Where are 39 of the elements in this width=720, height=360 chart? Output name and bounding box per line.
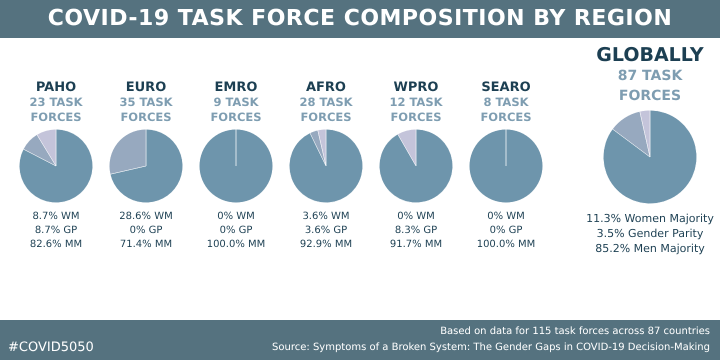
chart-title: GLOBALLY — [595, 44, 705, 66]
chart-title: EMRO — [214, 80, 258, 95]
chart-subtitle: 35 TASK FORCES — [118, 95, 174, 125]
text: 0% GP — [488, 224, 524, 238]
chart-subtitle: 12 TASK FORCES — [388, 95, 444, 125]
text: 85.2% Men Majority — [594, 241, 706, 256]
text: 8.7% WM — [31, 210, 81, 224]
chart-title: PAHO — [34, 80, 78, 95]
text: 11.3% Women Majority — [585, 211, 715, 226]
text: 0% GP — [128, 224, 164, 238]
chart-subtitle: 8 TASK FORCES — [479, 95, 533, 125]
text: 8.3% GP — [394, 224, 438, 238]
chart-title: EURO — [124, 80, 168, 95]
text: 0% WM — [216, 210, 256, 224]
text: #COVID5050 — [8, 340, 94, 355]
chart-subtitle: 23 TASK FORCES — [28, 95, 84, 125]
chart-title: SEARO — [480, 80, 532, 95]
text: COVID-19 TASK FORCE COMPOSITION BY REGION — [0, 0, 720, 38]
text: 0% WM — [396, 210, 436, 224]
chart-title: WPRO — [392, 80, 440, 95]
text: 91.7% MM — [388, 238, 444, 252]
text: 3.5% Gender Parity — [596, 226, 704, 241]
chart-subtitle: 28 TASK FORCES — [298, 95, 354, 125]
text: 71.4% MM — [118, 238, 174, 252]
text: 28.6% WM — [118, 210, 174, 224]
chart-subtitle: 87 TASK FORCES — [616, 67, 684, 106]
text: 92.9% MM — [298, 238, 354, 252]
chart-title: AFRO — [304, 80, 347, 95]
text: 0% GP — [218, 224, 254, 238]
text: 100.0% MM — [476, 238, 536, 252]
text: 3.6% WM — [301, 210, 351, 224]
text: 0% WM — [486, 210, 526, 224]
source-note: Source: Symptoms of a Broken System: The Gender Gaps in COVID-19 Decision-Making — [272, 341, 710, 355]
text: 3.6% GP — [304, 224, 348, 238]
text: 8.7% GP — [34, 224, 78, 238]
chart-subtitle: 9 TASK FORCES — [209, 95, 263, 125]
text: Based on data for 115 task forces across 87 countries — [439, 325, 710, 339]
text: 100.0% MM — [206, 238, 266, 252]
text: 82.6% MM — [28, 238, 84, 252]
